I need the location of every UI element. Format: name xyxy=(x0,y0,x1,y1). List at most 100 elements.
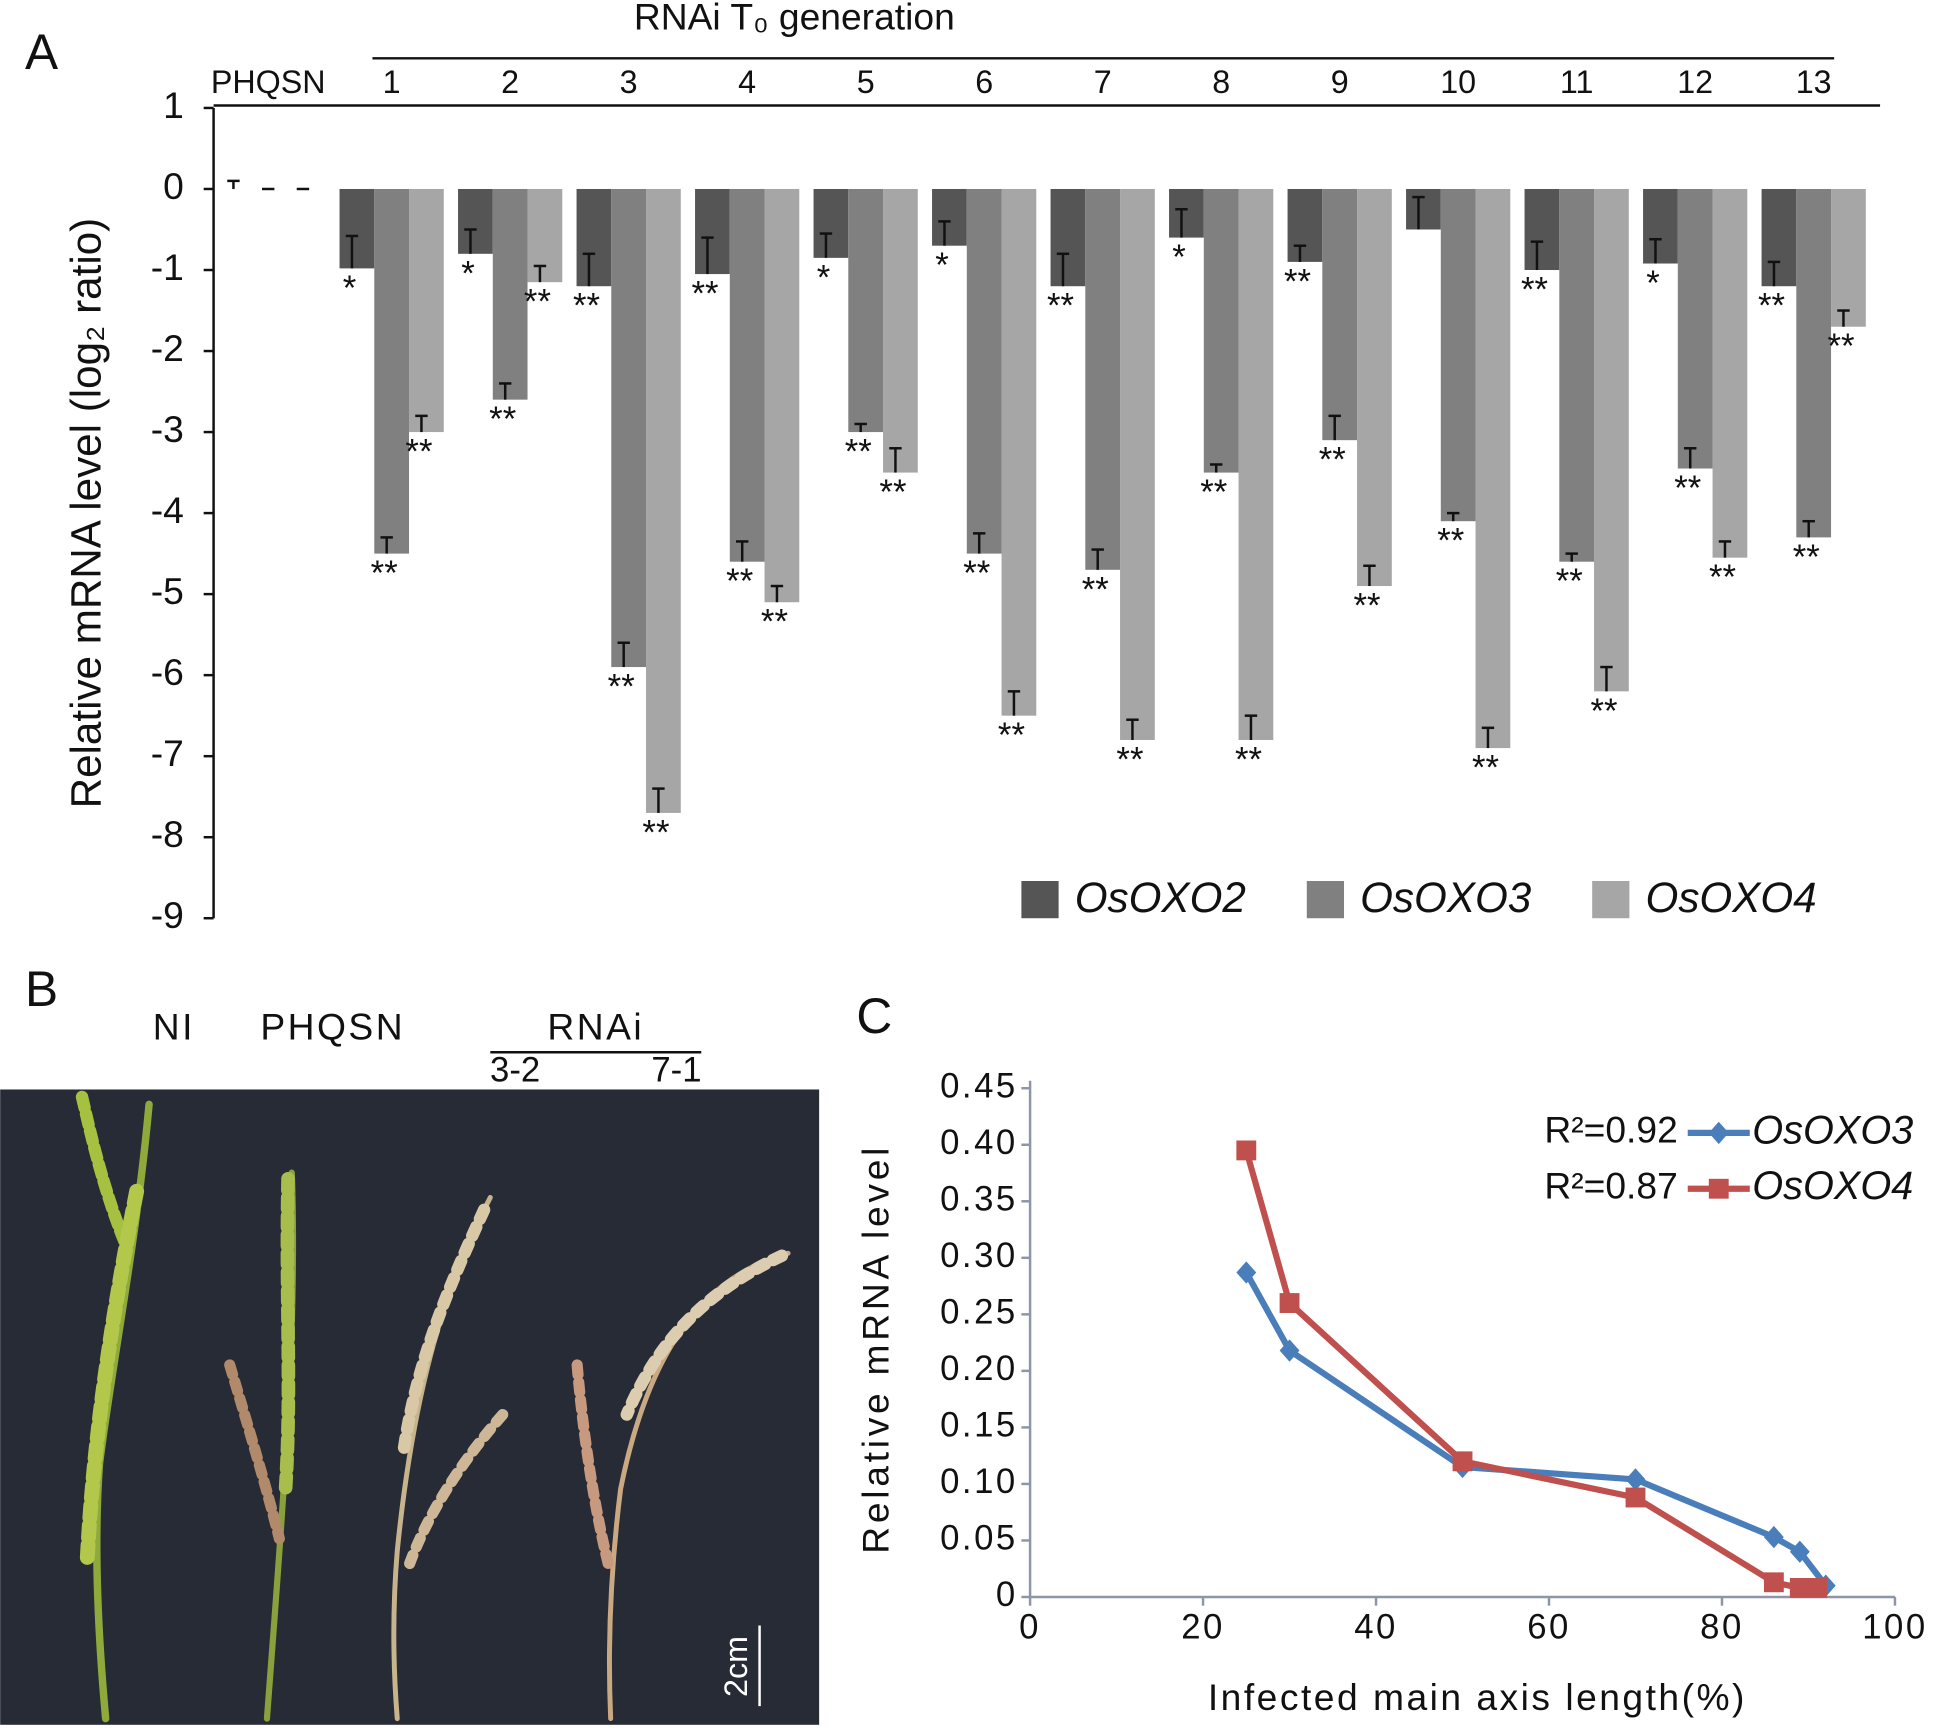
y-tick-label: 0.45 xyxy=(940,1067,1018,1105)
x-tick-label: 6 xyxy=(975,64,993,100)
chart-title: RNAi T₀ generation xyxy=(634,0,955,38)
x-tick-label: 10 xyxy=(1440,64,1476,100)
significance-label: ** xyxy=(608,669,635,707)
significance-label: ** xyxy=(1437,523,1464,561)
x-tick-label: 5 xyxy=(857,64,875,100)
bar xyxy=(1322,188,1358,441)
significance-label: ** xyxy=(1082,571,1109,609)
x-tick-label: PHQSN xyxy=(211,64,326,100)
legend-marker xyxy=(1708,1121,1729,1145)
photo: 2cm NI PHQSN RNAi 3-2 7-1 xyxy=(0,1006,820,1725)
bar xyxy=(527,188,563,283)
y-tick-label: -5 xyxy=(151,570,184,612)
bar xyxy=(1203,188,1239,473)
photo-label: 7-1 xyxy=(651,1051,701,1089)
x-tick-label: 4 xyxy=(738,64,756,100)
bar xyxy=(695,188,730,275)
bar xyxy=(1712,188,1748,558)
bar xyxy=(1761,188,1797,287)
significance-label: ** xyxy=(1200,474,1227,512)
significance-label: ** xyxy=(371,555,398,593)
legend-swatch xyxy=(1021,881,1059,919)
photo-label: 3-2 xyxy=(490,1051,540,1089)
significance-label: ** xyxy=(642,814,669,852)
scale-label: 2cm xyxy=(718,1636,754,1697)
bar xyxy=(646,188,681,813)
bar xyxy=(1001,188,1037,716)
bar xyxy=(1085,188,1121,570)
y-tick-label: 0.30 xyxy=(940,1237,1018,1275)
bar xyxy=(1238,188,1274,740)
marker xyxy=(1763,1572,1784,1593)
significance-label: ** xyxy=(1116,741,1143,779)
x-tick-label: 11 xyxy=(1560,64,1593,100)
photo-label: RNAi xyxy=(547,1006,644,1048)
bar xyxy=(1357,188,1392,587)
significance-label: ** xyxy=(1590,693,1617,731)
bar xyxy=(1440,188,1476,522)
photo-label: NI xyxy=(153,1006,195,1048)
significance-label: ** xyxy=(1709,559,1736,597)
panicles xyxy=(74,1085,791,1723)
x-tick-label: 12 xyxy=(1677,64,1713,100)
bar xyxy=(1594,188,1629,692)
y-tick-label: 0 xyxy=(996,1576,1018,1614)
significance-label: ** xyxy=(879,474,906,512)
y-tick-label: 0.20 xyxy=(940,1350,1018,1388)
panel-label: A xyxy=(25,24,58,80)
marker xyxy=(1625,1487,1646,1508)
legend-label: OsOXO2 xyxy=(1075,874,1246,921)
x-tick-label: 60 xyxy=(1527,1608,1571,1646)
legend-label: OsOXO3 xyxy=(1752,1108,1913,1152)
significance-label: * xyxy=(1172,239,1186,277)
y-tick-label: 0.10 xyxy=(940,1463,1018,1501)
significance-label: * xyxy=(343,270,357,308)
bar xyxy=(966,188,1002,554)
bar xyxy=(492,188,528,400)
marker xyxy=(1452,1451,1473,1472)
significance-label: * xyxy=(935,247,949,285)
x-tick-label: 80 xyxy=(1700,1608,1744,1646)
series-line xyxy=(1243,1271,1829,1588)
y-tick-label: -8 xyxy=(151,813,184,855)
significance-label: ** xyxy=(845,434,872,472)
panel-label: C xyxy=(856,988,892,1044)
y-tick-label: -9 xyxy=(151,894,184,936)
bar xyxy=(1475,188,1511,749)
annotation: R²=0.92 xyxy=(1544,1109,1677,1151)
x-tick-label: 0 xyxy=(1019,1608,1041,1646)
marker xyxy=(1807,1578,1828,1598)
bar xyxy=(576,188,612,287)
bar xyxy=(848,188,884,433)
bar xyxy=(729,188,765,562)
significance-label: ** xyxy=(963,555,990,593)
y-tick-label: -2 xyxy=(151,327,184,369)
significance-label: ** xyxy=(1353,588,1380,626)
bar xyxy=(1831,188,1866,327)
y-tick-label: -1 xyxy=(151,246,184,288)
legend-label: OsOXO4 xyxy=(1752,1164,1913,1208)
x-tick-label: 40 xyxy=(1354,1608,1398,1646)
significance-label: ** xyxy=(998,717,1025,755)
significance-label: ** xyxy=(1827,328,1854,366)
significance-label: ** xyxy=(1284,263,1311,301)
y-tick-label: -3 xyxy=(151,408,184,450)
marker xyxy=(1789,1578,1810,1598)
bar xyxy=(1643,188,1678,264)
bar xyxy=(1524,188,1560,271)
y-tick-label: 0.05 xyxy=(940,1520,1018,1558)
panel-label: B xyxy=(25,961,58,1017)
photo-label: PHQSN xyxy=(260,1006,405,1048)
significance-label: ** xyxy=(1556,563,1583,601)
significance-label: ** xyxy=(489,401,516,439)
significance-label: ** xyxy=(1472,750,1499,788)
marker xyxy=(1279,1339,1300,1362)
legend-marker xyxy=(1708,1178,1729,1199)
bar xyxy=(1677,188,1713,469)
y-tick-label: -6 xyxy=(151,651,184,693)
x-tick-label: 7 xyxy=(1094,64,1112,100)
significance-label: ** xyxy=(691,276,718,314)
x-axis-label: Infected main axis length(%) xyxy=(1208,1676,1747,1718)
y-tick-label: 0.15 xyxy=(940,1407,1018,1445)
